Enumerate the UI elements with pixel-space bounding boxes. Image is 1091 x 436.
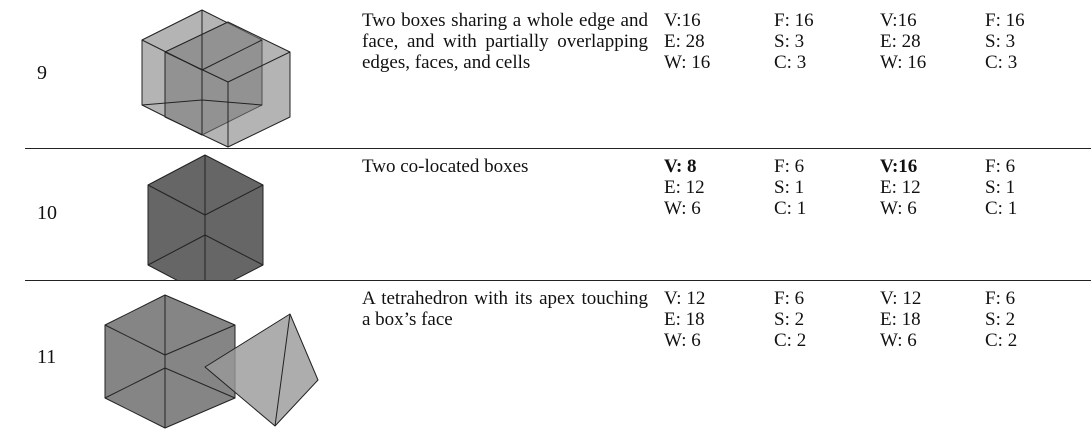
figure bbox=[147, 154, 264, 280]
shape-edge bbox=[141, 99, 203, 106]
count: V:16 bbox=[880, 156, 918, 177]
count: C: 2 bbox=[985, 330, 1018, 351]
count: W: 16 bbox=[664, 52, 711, 73]
shape-edge bbox=[164, 51, 229, 83]
count: E: 28 bbox=[664, 31, 705, 52]
row-rule bbox=[25, 280, 1091, 281]
count: V:16 bbox=[664, 10, 701, 31]
count: F: 6 bbox=[985, 156, 1016, 177]
count: S: 1 bbox=[985, 177, 1016, 198]
figure bbox=[104, 294, 319, 429]
shape-edge bbox=[204, 234, 264, 266]
count: F: 16 bbox=[774, 10, 814, 31]
figure bbox=[141, 9, 291, 148]
shape-edge bbox=[201, 99, 263, 106]
shape-edge bbox=[147, 184, 206, 216]
row-rule bbox=[25, 148, 1091, 149]
count: V: 8 bbox=[664, 156, 697, 177]
counts-cell: V:16 E: 12 W: 6 bbox=[880, 156, 921, 219]
count: E: 18 bbox=[880, 309, 921, 330]
count: W: 6 bbox=[664, 330, 701, 351]
count: F: 6 bbox=[985, 288, 1016, 309]
count: F: 6 bbox=[774, 288, 805, 309]
shape-edge bbox=[164, 324, 236, 356]
count: S: 1 bbox=[774, 177, 805, 198]
count: F: 16 bbox=[985, 10, 1025, 31]
count: V:16 bbox=[880, 10, 917, 31]
count: W: 6 bbox=[880, 330, 917, 351]
count: S: 2 bbox=[774, 309, 805, 330]
counts-cell: V: 12 E: 18 W: 6 bbox=[664, 288, 705, 351]
counts-cell: F: 6 S: 1 C: 1 bbox=[774, 156, 806, 219]
count: W: 6 bbox=[880, 198, 917, 219]
count: V: 12 bbox=[664, 288, 706, 309]
row-number: 11 bbox=[37, 346, 57, 368]
row-number: 9 bbox=[37, 62, 47, 84]
count: W: 6 bbox=[664, 198, 701, 219]
counts-cell: F: 16 S: 3 C: 3 bbox=[985, 10, 1025, 73]
count: S: 3 bbox=[985, 31, 1016, 52]
shape-edge bbox=[164, 367, 236, 399]
count: E: 28 bbox=[880, 31, 921, 52]
shape-edge bbox=[104, 324, 166, 356]
count: C: 2 bbox=[774, 330, 807, 351]
count: C: 1 bbox=[985, 198, 1018, 219]
shape-edge bbox=[147, 234, 206, 266]
count: W: 16 bbox=[880, 52, 927, 73]
description: Two co-located boxes bbox=[362, 156, 529, 177]
count: C: 1 bbox=[774, 198, 807, 219]
count: C: 3 bbox=[985, 52, 1018, 73]
count: E: 12 bbox=[664, 177, 705, 198]
table-row: 11 A tetrahedron with its apex touching a… bbox=[0, 280, 1091, 436]
count: V: 12 bbox=[880, 288, 922, 309]
shape-edge bbox=[227, 51, 291, 83]
shape-edge bbox=[274, 313, 291, 427]
table-row: 9 Two boxes sharing a whole edge and face… bbox=[0, 0, 1091, 148]
shape-edge bbox=[204, 184, 264, 216]
count: E: 18 bbox=[664, 309, 705, 330]
description: A tetrahedron with its apex touching a b… bbox=[362, 288, 648, 330]
counts-cell: V:16 E: 28 W: 16 bbox=[880, 10, 926, 73]
count: S: 2 bbox=[985, 309, 1016, 330]
shape-edge bbox=[104, 367, 166, 399]
counts-cell: F: 6 S: 2 C: 2 bbox=[985, 288, 1017, 351]
count: S: 3 bbox=[774, 31, 805, 52]
description: Two boxes sharing a whole edge and face,… bbox=[362, 10, 648, 73]
counts-cell: F: 16 S: 3 C: 3 bbox=[774, 10, 814, 73]
counts-cell: V: 8 E: 12 W: 6 bbox=[664, 156, 705, 219]
count: C: 3 bbox=[774, 52, 807, 73]
counts-cell: F: 6 S: 2 C: 2 bbox=[774, 288, 806, 351]
row-number: 10 bbox=[37, 202, 57, 224]
shape-edge bbox=[201, 39, 263, 71]
counts-cell: V:16 E: 28 W: 16 bbox=[664, 10, 710, 73]
counts-cell: V: 12 E: 18 W: 6 bbox=[880, 288, 921, 351]
counts-cell: F: 6 S: 1 C: 1 bbox=[985, 156, 1017, 219]
count: F: 6 bbox=[774, 156, 805, 177]
count: E: 12 bbox=[880, 177, 921, 198]
